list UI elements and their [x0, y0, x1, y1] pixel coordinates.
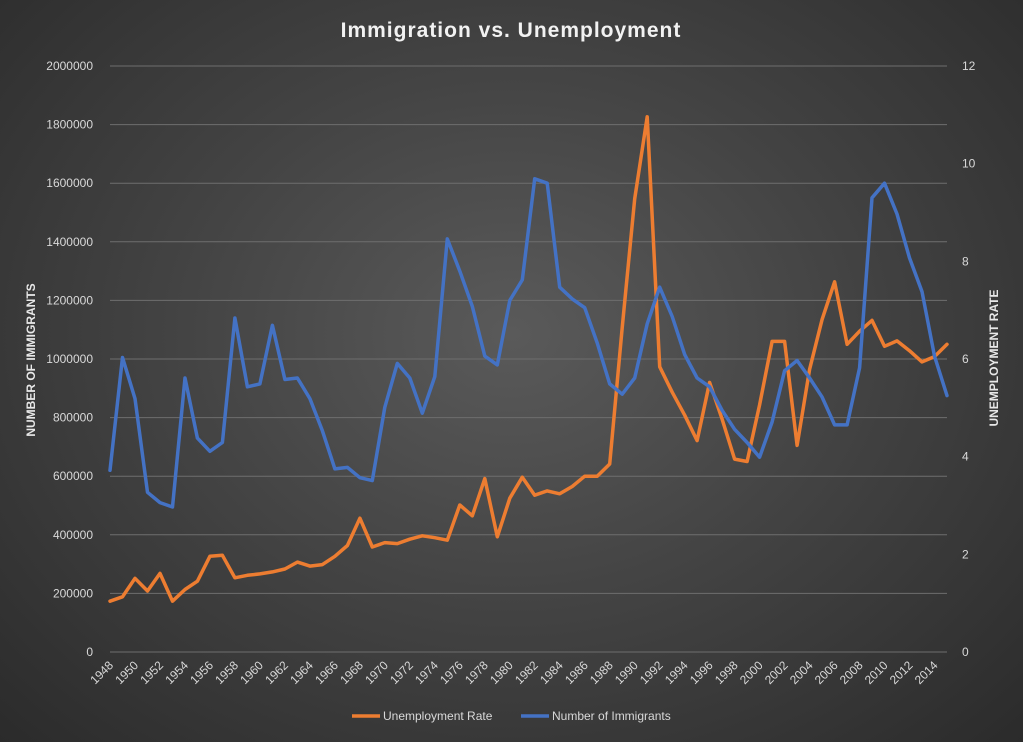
x-tick-label: 1976	[437, 658, 466, 687]
x-tick-label: 1996	[687, 658, 716, 687]
legend-label: Number of Immigrants	[552, 709, 671, 723]
x-tick-label: 1964	[287, 658, 316, 687]
y-right-tick-label: 10	[962, 157, 976, 171]
x-tick-label: 2008	[837, 658, 866, 687]
series-number-of-immigrants	[108, 177, 949, 509]
x-tick-label: 2002	[762, 658, 791, 687]
y-left-axis-title: NUMBER OF IMMIGRANTS	[24, 283, 38, 436]
x-tick-label: 1992	[637, 658, 666, 687]
x-tick-label: 1960	[237, 658, 266, 687]
y-left-tick-label: 0	[86, 645, 93, 659]
y-left-tick-label: 2000000	[46, 59, 93, 73]
chart-title: Immigration vs. Unemployment	[341, 19, 682, 42]
x-tick-label: 1958	[212, 658, 241, 687]
x-tick-label: 1954	[162, 658, 191, 687]
x-tick-label: 1990	[612, 658, 641, 687]
y-left-tick-label: 1800000	[46, 118, 93, 132]
legend: Unemployment Rate Number of Immigrants	[352, 709, 671, 723]
gridlines	[110, 65, 947, 653]
y-right-tick-label: 12	[962, 59, 976, 73]
x-tick-label: 1950	[112, 658, 141, 687]
x-tick-label: 1970	[362, 658, 391, 687]
x-tick-label: 1948	[87, 658, 116, 687]
y-left-tick-label: 400000	[53, 528, 93, 542]
y-right-tick-label: 6	[962, 352, 969, 366]
x-tick-label: 1962	[262, 658, 291, 687]
y-left-axis: 0 200000 400000 600000 800000 1000000 1200000 1…	[46, 59, 93, 659]
x-tick-label: 1998	[712, 658, 741, 687]
x-tick-label: 2000	[737, 658, 766, 687]
x-tick-label: 1972	[387, 658, 416, 687]
series-line	[108, 177, 949, 509]
x-tick-label: 2006	[812, 658, 841, 687]
x-tick-label: 1988	[587, 658, 616, 687]
x-tick-label: 2012	[887, 658, 916, 687]
x-tick-label: 1986	[562, 658, 591, 687]
y-left-tick-label: 1200000	[46, 293, 93, 307]
y-right-tick-label: 8	[962, 254, 969, 268]
y-left-tick-label: 1400000	[46, 235, 93, 249]
x-tick-label: 2004	[787, 658, 816, 687]
x-tick-label: 1952	[137, 658, 166, 687]
x-tick-label: 2014	[912, 658, 941, 687]
y-right-axis: 0 2 4 6 8 10 12	[962, 59, 976, 659]
y-right-tick-label: 0	[962, 645, 969, 659]
x-tick-label: 1968	[337, 658, 366, 687]
x-tick-label: 1980	[487, 658, 516, 687]
y-left-tick-label: 1600000	[46, 176, 93, 190]
y-right-tick-label: 2	[962, 547, 969, 561]
series-unemployment-rate	[108, 115, 949, 603]
y-left-tick-label: 1000000	[46, 352, 93, 366]
y-left-tick-label: 200000	[53, 586, 93, 600]
legend-label: Unemployment Rate	[383, 709, 493, 723]
x-tick-label: 1984	[537, 658, 566, 687]
y-left-tick-label: 600000	[53, 469, 93, 483]
x-axis: 1948195019521954195619581960196219641966…	[87, 658, 941, 687]
y-left-tick-label: 800000	[53, 411, 93, 425]
x-tick-label: 2010	[862, 658, 891, 687]
y-right-axis-title: UNEMPLOYMENT RATE	[987, 289, 1001, 426]
series-lines	[108, 115, 949, 603]
x-tick-label: 1966	[312, 658, 341, 687]
x-tick-label: 1956	[187, 658, 216, 687]
x-tick-label: 1994	[662, 658, 691, 687]
x-tick-label: 1974	[412, 658, 441, 687]
y-right-tick-label: 4	[962, 450, 969, 464]
x-tick-label: 1978	[462, 658, 491, 687]
series-line	[108, 115, 949, 603]
x-tick-label: 1982	[512, 658, 541, 687]
